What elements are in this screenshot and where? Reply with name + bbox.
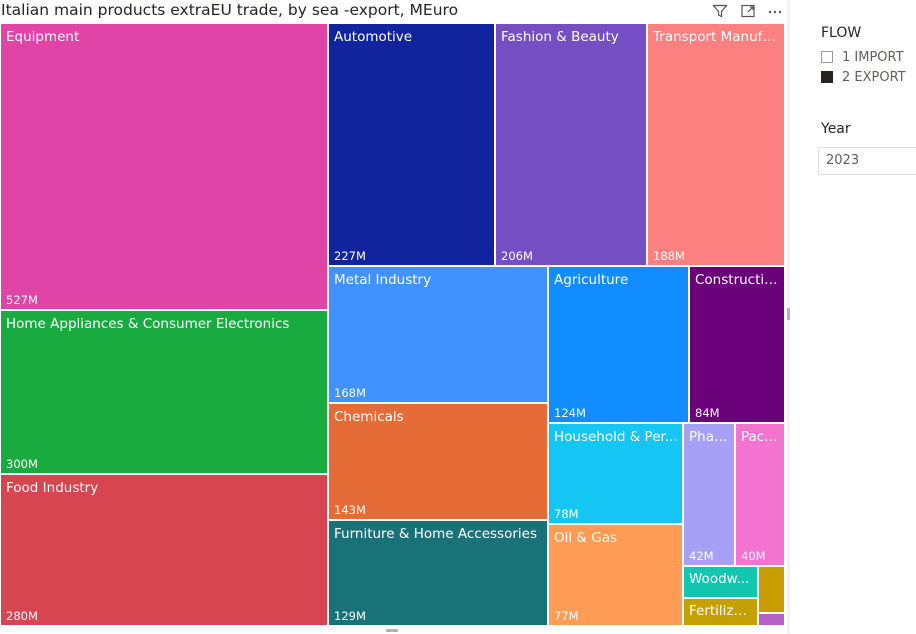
resize-handle-right[interactable] bbox=[787, 308, 790, 320]
flow-option-import[interactable]: 1 IMPORT bbox=[821, 49, 904, 65]
focus-mode-icon[interactable] bbox=[739, 2, 757, 20]
tile-label: Fashion & Beauty bbox=[501, 29, 619, 45]
treemap-tile[interactable]: Furniture & Home Accessories 129M bbox=[328, 520, 548, 626]
flow-option-label: 1 IMPORT bbox=[842, 49, 904, 65]
treemap-tile[interactable]: Fashion & Beauty 206M bbox=[495, 23, 647, 266]
tile-label: Agriculture bbox=[554, 272, 629, 288]
tile-label: Constructio... bbox=[695, 272, 780, 288]
tile-value: 77M bbox=[554, 609, 579, 623]
tile-label: Metal Industry bbox=[334, 272, 432, 288]
treemap-tile[interactable]: Oil & Gas 77M bbox=[548, 524, 683, 626]
year-slicer-title: Year bbox=[821, 121, 851, 137]
tile-value: 78M bbox=[554, 507, 579, 521]
tile-label: Fertilizers bbox=[689, 603, 753, 619]
tile-label: Oil & Gas bbox=[554, 530, 618, 546]
treemap-tile[interactable]: Fertilizers bbox=[683, 598, 758, 626]
checkbox-checked-icon[interactable] bbox=[821, 71, 833, 83]
tile-label: Woodw... bbox=[689, 571, 750, 587]
tile-label: Automotive bbox=[334, 29, 413, 45]
tile-value: 129M bbox=[334, 609, 366, 623]
treemap-tile[interactable]: Pac... 40M bbox=[735, 423, 785, 566]
chart-title: Italian main products extraEU trade, by … bbox=[1, 1, 459, 19]
treemap-tile[interactable]: Household & Per... 78M bbox=[548, 423, 683, 524]
flow-option-export[interactable]: 2 EXPORT bbox=[821, 69, 906, 85]
treemap-tile[interactable]: Metal Industry 168M bbox=[328, 266, 548, 403]
tile-value: 206M bbox=[501, 249, 533, 263]
treemap-tile[interactable]: Constructio... 84M bbox=[689, 266, 785, 423]
tile-value: 227M bbox=[334, 249, 366, 263]
tile-label: Transport Manufa... bbox=[653, 29, 780, 45]
flow-slicer-title: FLOW bbox=[821, 25, 862, 41]
treemap-tile[interactable]: Chemicals 143M bbox=[328, 403, 548, 520]
tile-value: 143M bbox=[334, 503, 366, 517]
tile-label: Home Appliances & Consumer Electronics bbox=[6, 316, 290, 332]
resize-handle-bottom[interactable] bbox=[386, 629, 398, 632]
tile-value: 168M bbox=[334, 386, 366, 400]
treemap-tile[interactable] bbox=[758, 613, 785, 626]
tile-value: 188M bbox=[653, 249, 685, 263]
tile-value: 124M bbox=[554, 406, 586, 420]
tile-label: Food Industry bbox=[6, 480, 99, 496]
tile-value: 527M bbox=[6, 293, 38, 307]
tile-value: 42M bbox=[689, 549, 714, 563]
treemap-tile[interactable]: Food Industry 280M bbox=[0, 474, 328, 626]
treemap-tile[interactable]: Agriculture 124M bbox=[548, 266, 689, 423]
treemap-visual: Equipment 527M Home Appliances & Consumer … bbox=[0, 0, 790, 634]
treemap-tile[interactable] bbox=[758, 566, 785, 613]
filter-icon[interactable] bbox=[711, 2, 729, 20]
tile-label: Pac... bbox=[741, 429, 778, 445]
tile-value: 84M bbox=[695, 406, 720, 420]
tile-value: 280M bbox=[6, 609, 38, 623]
tile-label: Furniture & Home Accessories bbox=[334, 526, 537, 542]
tile-value: 40M bbox=[741, 549, 766, 563]
tile-label: Household & Per... bbox=[554, 429, 678, 445]
treemap-tile[interactable]: Phar... 42M bbox=[683, 423, 735, 566]
tile-value: 300M bbox=[6, 457, 38, 471]
checkbox-icon[interactable] bbox=[821, 51, 833, 63]
treemap-tile[interactable]: Automotive 227M bbox=[328, 23, 495, 266]
treemap-tile[interactable]: Woodw... bbox=[683, 566, 758, 598]
year-input[interactable]: 2023 bbox=[818, 147, 916, 175]
flow-option-label: 2 EXPORT bbox=[842, 69, 906, 85]
treemap-tile[interactable]: Equipment 527M bbox=[0, 23, 328, 310]
treemap-tile[interactable]: Transport Manufa... 188M bbox=[647, 23, 785, 266]
tile-label: Chemicals bbox=[334, 409, 404, 425]
treemap-tile[interactable]: Home Appliances & Consumer Electronics 30… bbox=[0, 310, 328, 474]
tile-label: Equipment bbox=[6, 29, 80, 45]
treemap-area: Equipment 527M Home Appliances & Consumer … bbox=[0, 23, 785, 626]
more-options-icon[interactable] bbox=[766, 2, 784, 20]
tile-label: Phar... bbox=[689, 429, 730, 445]
